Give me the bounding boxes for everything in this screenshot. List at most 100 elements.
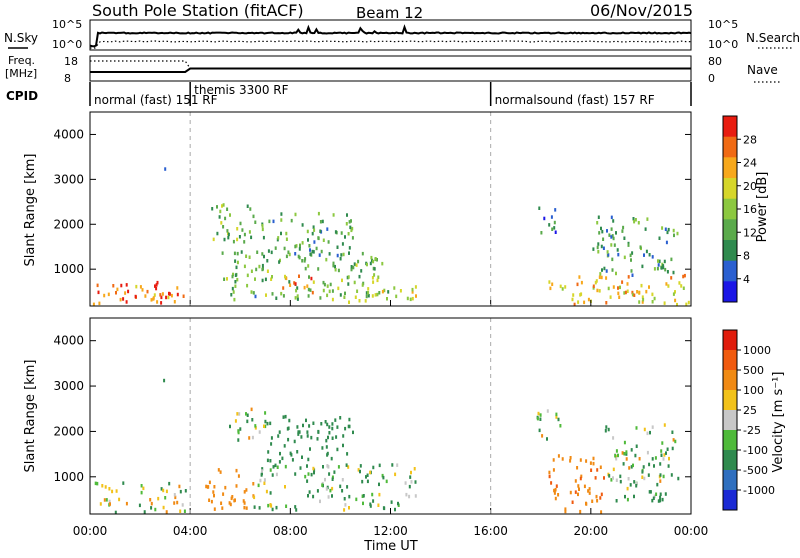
echo-cell [176, 292, 179, 297]
echo-cell [597, 215, 600, 219]
echo-cell [261, 263, 264, 268]
echo-cell [213, 493, 215, 498]
echo-cell [344, 291, 346, 296]
echo-cell [254, 294, 257, 299]
echo-cell [282, 415, 285, 419]
echo-cell [239, 221, 242, 226]
echo-cell [554, 230, 557, 234]
echo-cell [325, 445, 328, 449]
echo-cell [96, 481, 99, 486]
echo-cell [631, 290, 634, 295]
echo-cell [305, 418, 307, 423]
echo-cell [374, 257, 377, 261]
x-tick-label: 04:00 [173, 524, 208, 538]
echo-cell [304, 257, 307, 261]
echo-cell [296, 286, 299, 290]
echo-cell [259, 478, 262, 483]
echo-cell [96, 283, 99, 288]
echo-cell [125, 501, 128, 506]
echo-cell [219, 209, 222, 214]
echo-cell [321, 446, 324, 450]
echo-cell [594, 476, 597, 480]
echo-cell [641, 295, 644, 299]
freq-tick-top: 18 [64, 55, 78, 68]
echo-cell [311, 231, 314, 236]
echo-cell [626, 289, 629, 293]
echo-cell [261, 224, 264, 228]
echo-cell [377, 503, 380, 507]
echo-cell [179, 509, 182, 513]
echo-cell [651, 425, 654, 429]
echo-cell [237, 474, 240, 478]
echo-cell [322, 465, 324, 469]
echo-cell [659, 462, 662, 466]
nsky-strip: N.Sky 10^5 10^0 10^5 10^0 N.Search [4, 18, 800, 51]
nsky-tick-bottom: 10^0 [52, 38, 82, 51]
echo-cell [557, 454, 560, 458]
echo-cell [308, 490, 311, 494]
nave-label: Nave [747, 63, 778, 77]
echo-cell [653, 464, 655, 468]
echo-cell [559, 424, 562, 428]
echo-cell [164, 167, 167, 171]
echo-cell [648, 462, 651, 467]
echo-cell [279, 451, 281, 456]
echo-cell [359, 469, 361, 474]
echo-cell [179, 489, 182, 494]
echo-cell [649, 490, 652, 494]
echo-cell [332, 261, 335, 266]
echo-cell [659, 492, 662, 496]
echo-cell [313, 470, 315, 475]
echo-cell [569, 456, 572, 460]
echo-cell [362, 494, 365, 498]
cpid-label: CPID [6, 89, 38, 103]
echo-cell [285, 231, 288, 236]
echo-cell [213, 507, 216, 511]
echo-cell [324, 477, 326, 482]
nsky-series [89, 24, 692, 48]
echo-cell [670, 473, 673, 477]
echo-cell [251, 418, 254, 422]
echo-cell [154, 507, 157, 512]
colorbar-tick-label: 16 [743, 203, 757, 216]
echo-cell [331, 426, 334, 431]
echo-cell [170, 293, 173, 298]
echo-cell [287, 437, 290, 442]
echo-cell [653, 267, 656, 271]
echo-cell [234, 419, 237, 423]
echo-cell [536, 416, 539, 421]
echo-cell [160, 301, 163, 305]
echo-cell [326, 227, 329, 231]
echo-cell [108, 499, 111, 504]
echo-cell [118, 497, 121, 502]
echo-cell [577, 492, 579, 497]
echo-cell [325, 487, 328, 491]
echo-cell [631, 251, 634, 255]
echo-cell [232, 272, 234, 277]
nsearch-tick-bottom: 10^0 [708, 38, 738, 51]
echo-cell [555, 415, 558, 419]
echo-cell [156, 300, 159, 304]
echo-cell [139, 285, 142, 289]
colorbar-tick-label: 12 [743, 226, 757, 239]
echo-cell [653, 494, 656, 499]
echo-cell [371, 258, 373, 263]
echo-cell [571, 297, 574, 302]
echo-cell [165, 510, 168, 514]
echo-cell [652, 496, 655, 500]
echo-cell [339, 257, 342, 261]
echo-cell [607, 253, 610, 257]
echo-cell [245, 488, 248, 492]
echo-cell [600, 492, 603, 497]
echo-cell [600, 275, 603, 280]
echo-cell [361, 494, 364, 498]
echo-cell [270, 436, 273, 440]
echo-cell [599, 496, 602, 500]
echo-cell [365, 475, 367, 479]
echo-cell [254, 220, 257, 224]
echo-cell [245, 254, 248, 258]
echo-cell [307, 494, 309, 498]
echo-cell [667, 464, 670, 468]
echo-cell [98, 301, 101, 306]
echo-cell [253, 495, 256, 500]
